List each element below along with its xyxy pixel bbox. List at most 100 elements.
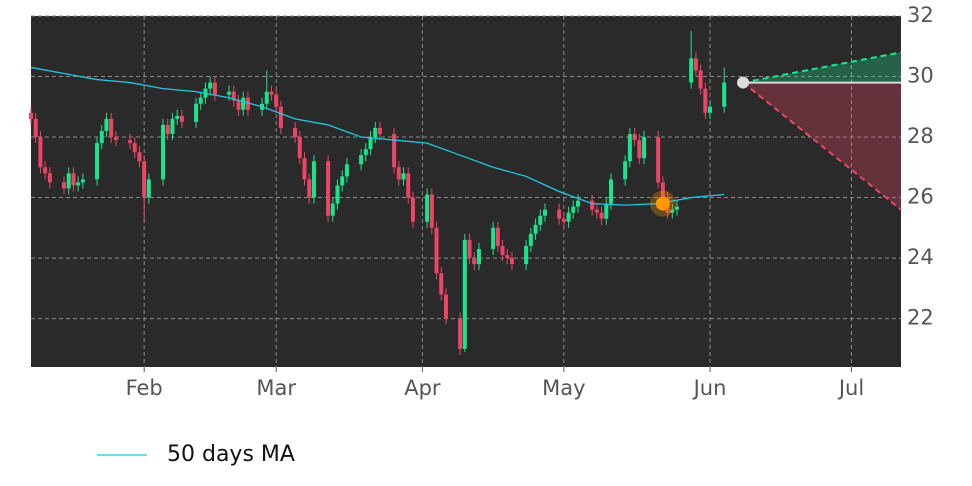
candle-body — [128, 140, 133, 144]
candle-body — [698, 70, 703, 89]
candle-body — [269, 91, 274, 95]
candle-body — [95, 143, 100, 180]
candle-body — [590, 200, 595, 210]
candle-body — [377, 127, 382, 135]
candle-body — [458, 318, 463, 349]
candle-body — [467, 239, 472, 259]
candle-body — [571, 206, 576, 213]
candle-body — [326, 161, 331, 216]
candle-body — [524, 245, 529, 265]
ma-line — [30, 66, 725, 206]
candle-body — [528, 233, 533, 246]
candle-body — [104, 118, 109, 131]
candle-body — [443, 294, 448, 319]
candle-body — [505, 255, 510, 259]
candle-body — [66, 173, 71, 189]
y-tick-label: 28 — [907, 124, 934, 148]
candle-body — [401, 173, 406, 180]
candle-body — [656, 137, 661, 183]
candle-body — [363, 149, 368, 156]
candle-body — [373, 127, 378, 138]
candle-body — [302, 158, 307, 180]
candle-body — [132, 143, 137, 153]
candle-body — [675, 206, 680, 210]
candle-body — [429, 194, 434, 228]
x-tick-label: May — [542, 376, 585, 400]
x-tick-label: Jun — [692, 376, 727, 400]
candle-body — [495, 227, 500, 246]
candle-body — [703, 88, 708, 113]
candle-body — [161, 124, 166, 180]
candle-body — [392, 134, 397, 168]
candle-body — [330, 203, 335, 216]
candle-body — [476, 248, 481, 265]
forecast-upper-line — [742, 51, 902, 84]
candle-body — [599, 212, 604, 219]
candle-body — [693, 58, 698, 71]
candle-body — [670, 209, 675, 213]
candle-body — [307, 179, 312, 198]
candle-body — [212, 82, 217, 95]
forecast-start — [737, 76, 750, 89]
candle-body — [425, 194, 430, 222]
y-tick-label: 24 — [907, 245, 934, 269]
candle-body — [38, 137, 43, 168]
candle-body — [542, 209, 547, 216]
candle-body — [198, 97, 203, 104]
candle-body — [561, 218, 566, 222]
candle-body — [557, 209, 562, 219]
candle-body — [227, 91, 232, 95]
candle-body — [47, 173, 52, 183]
candle-body — [33, 118, 38, 138]
candle-body — [170, 118, 175, 135]
candle-body — [533, 224, 538, 234]
candle-body — [194, 103, 199, 122]
candle-body — [462, 239, 467, 349]
candle-body — [274, 94, 279, 107]
candle-body — [29, 112, 33, 119]
candle-body — [335, 185, 340, 204]
candle-body — [660, 182, 665, 198]
x-tick-label: Feb — [126, 376, 163, 400]
candle-body — [245, 97, 250, 110]
candle-body — [311, 161, 316, 198]
candle-body — [241, 97, 246, 110]
candle-body — [142, 161, 147, 198]
candle-body — [109, 118, 114, 138]
candle-body — [509, 258, 514, 265]
candle-body — [297, 137, 302, 159]
candle-body — [293, 127, 298, 138]
candle-body — [99, 130, 104, 144]
candle-body — [434, 227, 439, 274]
x-tick-label: Apr — [404, 376, 441, 400]
candle-body — [500, 245, 505, 256]
candle-body — [406, 173, 411, 198]
candle-body — [231, 91, 236, 101]
y-tick-label: 30 — [907, 64, 934, 88]
candle-body — [689, 58, 694, 83]
candle-body — [76, 182, 81, 186]
candle-body — [623, 161, 628, 180]
candle-body — [359, 155, 364, 165]
candle-body — [538, 215, 543, 225]
candle-body — [368, 137, 373, 150]
y-tick-label: 32 — [907, 3, 934, 27]
candle-body — [113, 137, 118, 141]
candle-body — [62, 182, 67, 189]
candle-body — [137, 152, 142, 162]
candle-body — [491, 227, 496, 249]
candle-body — [278, 106, 283, 128]
candle-body — [439, 273, 444, 295]
candle-body — [722, 82, 727, 107]
candle-body — [642, 137, 647, 159]
candle-body — [637, 140, 642, 159]
candle-body — [594, 209, 599, 213]
y-tick-label: 26 — [907, 185, 934, 209]
candle-body — [609, 179, 613, 204]
candle-body — [80, 179, 85, 183]
candle-body — [264, 91, 269, 104]
candle-body — [43, 167, 48, 174]
candle-body — [708, 106, 713, 113]
candle-body — [165, 124, 170, 135]
